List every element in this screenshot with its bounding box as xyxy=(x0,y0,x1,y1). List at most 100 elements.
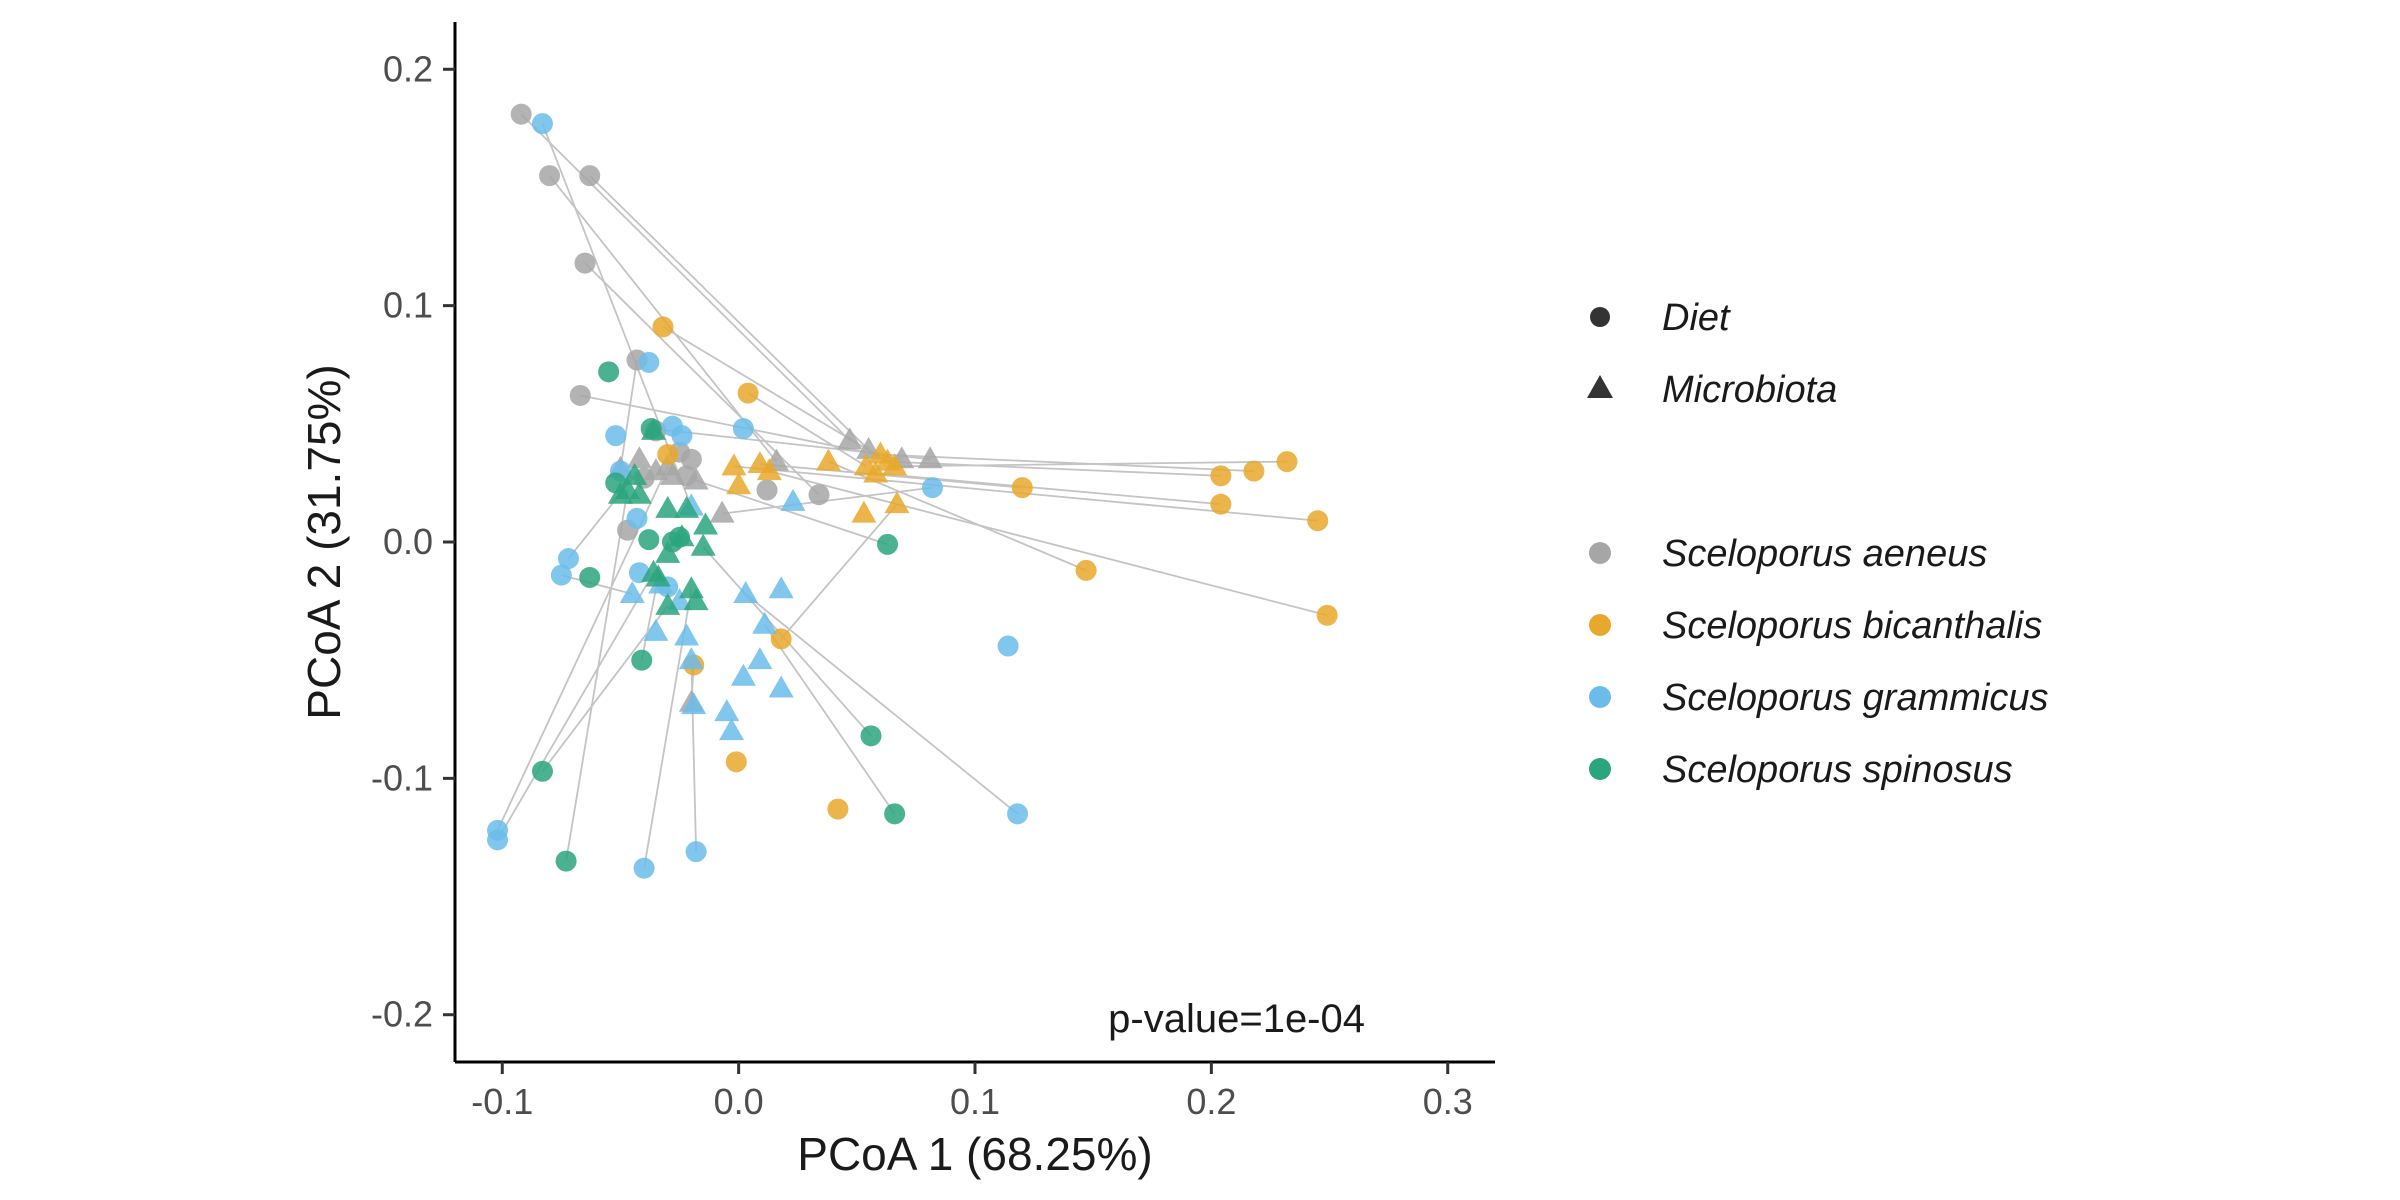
legend: Diet Microbiota Sceloporus aeneus Scelop… xyxy=(1587,297,2048,791)
x-tick-label: 0.3 xyxy=(1423,1081,1473,1122)
diet-point-sceloporus-spinosus xyxy=(884,803,906,825)
y-tick-label: -0.2 xyxy=(371,994,433,1035)
diet-point-sceloporus-spinosus xyxy=(631,649,653,671)
y-tick-label: -0.1 xyxy=(371,757,433,798)
diet-point-sceloporus-bicanthalis xyxy=(1243,460,1265,482)
connection-line xyxy=(745,593,1019,815)
x-tick-label: 0.0 xyxy=(714,1081,764,1122)
microbiota-point-sceloporus-grammicus xyxy=(674,623,700,646)
diet-point-sceloporus-grammicus xyxy=(1007,803,1029,825)
diet-point-sceloporus-spinosus xyxy=(877,533,899,555)
diet-point-sceloporus-bicanthalis xyxy=(1210,465,1232,487)
legend-spinosus-swatch xyxy=(1589,758,1611,780)
diet-point-sceloporus-bicanthalis xyxy=(1307,510,1329,532)
diet-point-sceloporus-spinosus xyxy=(531,760,553,782)
microbiota-point-sceloporus-spinosus xyxy=(669,524,695,547)
microbiota-point-sceloporus-grammicus xyxy=(733,581,759,603)
legend-microbiota-triangle-icon xyxy=(1587,375,1613,398)
microbiota-point-sceloporus-spinosus xyxy=(655,540,681,563)
microbiota-point-sceloporus-spinosus xyxy=(674,495,700,518)
microbiota-point-sceloporus-spinosus xyxy=(626,481,652,504)
diet-point-sceloporus-grammicus xyxy=(626,507,648,529)
microbiota-point-sceloporus-spinosus xyxy=(690,533,716,556)
connection-line xyxy=(763,624,896,815)
microbiota-point-sceloporus-grammicus xyxy=(619,581,645,603)
y-tick-label: 0.2 xyxy=(383,48,433,89)
legend-bicanthalis-label: Sceloporus bicanthalis xyxy=(1662,605,2042,647)
diet-point-sceloporus-grammicus xyxy=(531,113,553,135)
connection-line xyxy=(759,463,1023,489)
diet-point-sceloporus-grammicus xyxy=(921,477,943,499)
microbiota-point-sceloporus-grammicus xyxy=(714,699,740,722)
diet-point-sceloporus-aeneus xyxy=(756,479,778,501)
microbiota-point-sceloporus-spinosus xyxy=(655,592,681,615)
diet-point-sceloporus-grammicus xyxy=(487,829,509,851)
microbiota-point-sceloporus-spinosus xyxy=(678,576,704,599)
diet-point-sceloporus-grammicus xyxy=(633,857,655,879)
x-tick-label: -0.1 xyxy=(471,1081,533,1122)
microbiota-point-sceloporus-aeneus xyxy=(626,446,652,469)
diet-point-sceloporus-grammicus xyxy=(550,564,572,586)
legend-microbiota-label: Microbiota xyxy=(1662,369,1837,411)
microbiota-point-sceloporus-grammicus xyxy=(681,692,707,715)
diet-point-sceloporus-spinosus xyxy=(579,566,601,588)
y-axis-ticks: -0.2 -0.1 0.0 0.1 0.2 xyxy=(371,48,455,1035)
microbiota-point-sceloporus-grammicus xyxy=(768,675,794,698)
diet-point-sceloporus-bicanthalis xyxy=(1316,604,1338,626)
diet-point-sceloporus-bicanthalis xyxy=(1075,559,1097,581)
diet-point-sceloporus-grammicus xyxy=(997,635,1019,657)
microbiota-point-sceloporus-bicanthalis xyxy=(756,458,782,481)
diet-point-sceloporus-aeneus xyxy=(510,103,532,125)
microbiota-point-sceloporus-spinosus xyxy=(645,564,671,587)
legend-grammicus-swatch xyxy=(1589,686,1611,708)
microbiota-point-sceloporus-spinosus xyxy=(655,495,681,518)
x-tick-label: 0.2 xyxy=(1186,1081,1236,1122)
diet-point-sceloporus-aeneus xyxy=(808,484,830,506)
diet-point-sceloporus-grammicus xyxy=(671,425,693,447)
diet-point-sceloporus-bicanthalis xyxy=(657,444,679,466)
diet-point-sceloporus-spinosus xyxy=(638,529,660,551)
microbiota-point-sceloporus-grammicus xyxy=(768,576,794,599)
microbiota-point-sceloporus-grammicus xyxy=(752,611,778,634)
diet-point-sceloporus-aeneus xyxy=(579,165,601,187)
microbiota-point-sceloporus-grammicus xyxy=(719,718,745,741)
diet-point-sceloporus-bicanthalis xyxy=(1011,477,1033,499)
microbiota-point-sceloporus-grammicus xyxy=(747,647,773,670)
diet-point-sceloporus-aeneus xyxy=(539,165,561,187)
diet-point-sceloporus-grammicus xyxy=(557,548,579,570)
microbiota-point-sceloporus-spinosus xyxy=(693,512,719,535)
diet-point-sceloporus-spinosus xyxy=(598,361,620,383)
microbiota-point-sceloporus-grammicus xyxy=(780,488,806,511)
diet-point-sceloporus-aeneus xyxy=(569,384,591,406)
microbiota-point-sceloporus-spinosus xyxy=(641,417,667,440)
connection-line xyxy=(589,174,870,451)
microbiota-point-sceloporus-grammicus xyxy=(730,663,756,686)
microbiota-point-sceloporus-grammicus xyxy=(643,618,669,641)
diet-point-sceloporus-bicanthalis xyxy=(827,798,849,820)
microbiota-point-sceloporus-bicanthalis xyxy=(851,500,877,523)
connection-line xyxy=(520,113,851,442)
x-axis-ticks: -0.1 0.0 0.1 0.2 0.3 xyxy=(471,1062,1473,1122)
diet-point-sceloporus-grammicus xyxy=(605,425,627,447)
connection-line xyxy=(496,572,655,841)
microbiota-point-sceloporus-spinosus xyxy=(683,588,709,611)
microbiota-point-sceloporus-spinosus xyxy=(607,481,633,504)
microbiota-point-sceloporus-aeneus xyxy=(683,467,709,490)
legend-spinosus-label: Sceloporus spinosus xyxy=(1662,749,2013,791)
diet-point-sceloporus-bicanthalis xyxy=(1210,493,1232,515)
diet-point-sceloporus-bicanthalis xyxy=(652,316,674,338)
connection-line xyxy=(747,392,867,468)
y-tick-label: 0.1 xyxy=(383,285,433,326)
diet-point-sceloporus-bicanthalis xyxy=(1276,451,1298,473)
connection-line xyxy=(769,470,1328,617)
y-axis-title: PCoA 2 (31.75%) xyxy=(298,364,350,719)
microbiota-point-sceloporus-bicanthalis xyxy=(882,453,908,476)
legend-diet-circle-icon xyxy=(1590,307,1610,327)
p-value-annotation: p-value=1e-04 xyxy=(1108,997,1365,1041)
data-points xyxy=(487,103,1338,879)
diet-point-sceloporus-aeneus xyxy=(680,448,702,470)
y-tick-label: 0.0 xyxy=(383,521,433,562)
legend-grammicus-label: Sceloporus grammicus xyxy=(1662,677,2048,719)
microbiota-point-sceloporus-aeneus xyxy=(837,427,863,450)
diet-point-sceloporus-bicanthalis xyxy=(725,751,747,773)
